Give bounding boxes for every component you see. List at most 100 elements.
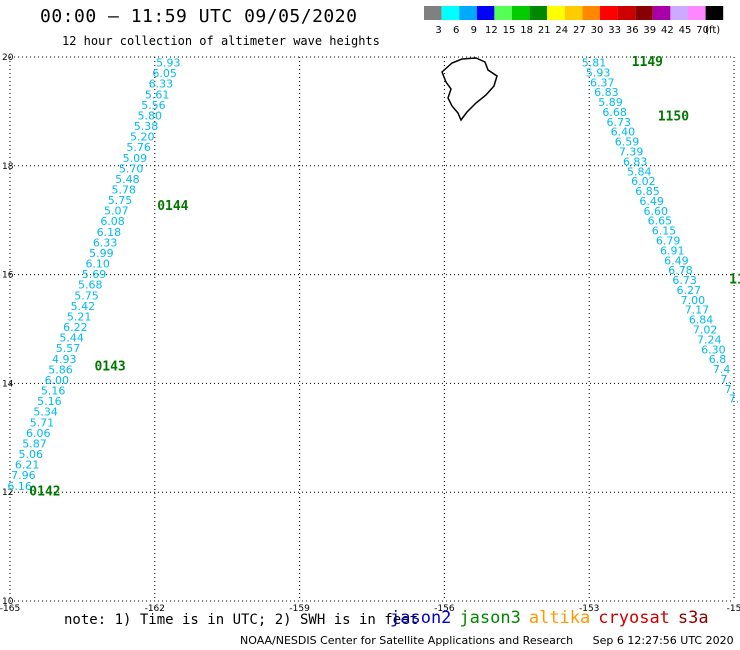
satellite-legend-item: jason3 (459, 608, 521, 628)
satellite-legend-item: s3a (677, 608, 709, 628)
satellite-legend-item: jason2 (390, 608, 452, 628)
y-tick-label: 10 (2, 597, 14, 607)
swh-value: 7.39 (619, 146, 644, 159)
swh-value: 7.02 (693, 324, 718, 337)
colorbar-swatch (600, 6, 618, 20)
swh-value: 6.91 (660, 244, 685, 257)
swh-value: 6.05 (152, 67, 177, 80)
colorbar-swatch (441, 6, 460, 20)
swh-value: 6.68 (602, 106, 627, 119)
swh-value: 5.20 (130, 131, 155, 144)
swh-value: 5.93 (586, 66, 611, 79)
colorbar-label: 21 (538, 25, 551, 36)
credit-text: NOAA/NESDIS Center for Satellite Applica… (240, 634, 574, 647)
swh-value: 6.33 (93, 236, 118, 249)
swh-value: 6.10 (85, 258, 110, 271)
swh-value: 6.73 (672, 274, 697, 287)
time-labels: 0144 0143 0142 1149 1150 115 (29, 55, 740, 500)
colorbar-swatch (476, 6, 495, 20)
colorbar-swatch (547, 6, 565, 20)
island-outline (441, 57, 498, 122)
x-tick-label: -15 (727, 604, 740, 614)
swh-value: 5.71 (30, 416, 55, 429)
colorbar-label: 6 (453, 25, 459, 36)
time-label: 0142 (29, 485, 60, 500)
swh-value: 5.81 (582, 57, 607, 70)
swh-value: 6.22 (63, 321, 88, 334)
swh-value: 6.83 (594, 86, 619, 99)
swh-value: 6.16 (7, 480, 32, 493)
swh-value: 6.21 (15, 459, 40, 472)
swh-value: 6.49 (639, 195, 664, 208)
swh-value: 6.02 (631, 175, 656, 188)
swh-value: 5.09 (123, 152, 148, 165)
swh-value: 7.24 (697, 333, 722, 346)
colorbar-label: 36 (626, 25, 639, 36)
swh-value: 5.80 (137, 109, 162, 122)
y-tick-label: 16 (2, 271, 14, 281)
satellite-legend-item: cryosat (598, 608, 670, 628)
swh-value: 6.59 (615, 136, 640, 149)
swh-value: 6.30 (701, 343, 726, 356)
colorbar-swatch (582, 6, 600, 20)
swh-value: 5.75 (108, 194, 133, 207)
colorbar-label: 18 (520, 25, 533, 36)
time-label: 0143 (94, 360, 125, 375)
colorbar-swatch (652, 6, 671, 20)
colorbar-swatch (494, 6, 512, 20)
swh-value: 6.8 (709, 353, 727, 366)
colorbar-label: 45 (679, 25, 692, 36)
swh-value: 6.84 (689, 314, 714, 327)
swh-value: 6.78 (668, 264, 693, 277)
y-tick-label: 20 (2, 53, 14, 63)
colorbar-swatch (617, 6, 636, 20)
swh-value: 5.06 (19, 448, 44, 461)
x-tick-label: -162 (145, 604, 165, 614)
swh-value: 6.00 (45, 374, 70, 387)
swh-value: 7.96 (11, 469, 36, 482)
colorbar-label: 15 (503, 25, 516, 36)
swh-value: 6.27 (676, 284, 701, 297)
swh-value: 4.93 (52, 353, 77, 366)
time-label: 115 (729, 273, 740, 288)
colorbar-label: 27 (573, 25, 586, 36)
swh-value: 6.60 (644, 205, 669, 218)
time-label: 1150 (658, 109, 689, 124)
swh-value: 5.38 (134, 120, 159, 133)
swh-value: 6.37 (590, 76, 615, 89)
swh-value: 5.42 (71, 300, 96, 313)
swh-value: 5.70 (119, 162, 144, 175)
x-tick-label: -159 (289, 604, 310, 614)
x-tick-label: -153 (579, 604, 599, 614)
time-label: 0144 (157, 199, 188, 214)
swh-value: 5.84 (627, 165, 652, 178)
swh-value: 6.79 (656, 235, 681, 248)
colorbar-swatch (512, 6, 530, 20)
swh-value: 5.99 (89, 247, 114, 260)
colorbar-label: 9 (471, 25, 477, 36)
satellite-legend-item: altika (528, 608, 591, 628)
colorbar-swatch (635, 6, 653, 20)
swh-value: 5.48 (115, 173, 140, 186)
colorbar-legend: 3 6 9 12 15 18 21 24 27 30 33 36 39 42 45 70(ft) (424, 6, 724, 36)
swh-value: 6.49 (664, 254, 689, 267)
swh-value: 5.16 (41, 385, 66, 398)
swh-value: 7.4 (713, 363, 731, 376)
swh-value: 7. (721, 373, 732, 386)
swh-value: 6.65 (648, 215, 673, 228)
swh-value: 7. (725, 383, 736, 396)
swh-value: 5.21 (67, 310, 92, 323)
colorbar-swatch (705, 6, 724, 20)
swh-value: 6.85 (635, 185, 660, 198)
grid-lines (9, 56, 735, 602)
colorbar-label: 33 (608, 25, 621, 36)
colorbar-label: 70 (696, 25, 709, 36)
footer-note: note: 1) Time is in UTC; 2) SWH is in fe… (64, 612, 419, 628)
swh-value: 5.34 (33, 406, 58, 419)
satellite-legend: jason2 jason3 altika cryosat s3a (390, 608, 717, 628)
credit-timestamp: Sep 6 12:27:56 UTC 2020 (592, 634, 734, 647)
colorbar-label: 3 (435, 25, 441, 36)
swh-value: 5.89 (598, 96, 623, 109)
swh-values: 5.936.056.335.615.565.805.385.205.765.09… (7, 57, 739, 493)
